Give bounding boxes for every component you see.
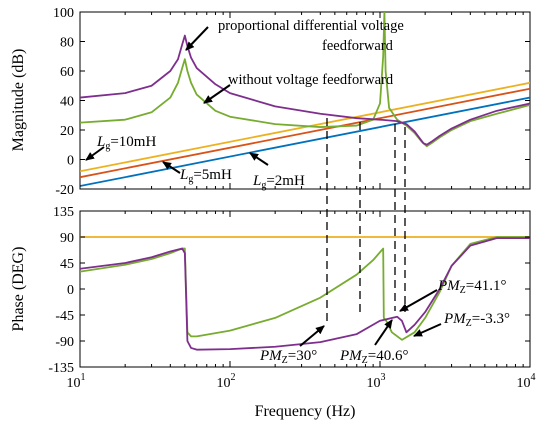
y-tick-label: 20 (60, 124, 74, 139)
series-line-4 (80, 87, 530, 179)
annotation-lg-2mh: Lg=2mH (252, 173, 305, 191)
series-line-1 (80, 237, 530, 351)
series-line-3 (80, 81, 530, 173)
y-tick-label: -20 (55, 183, 74, 198)
x-axis-label: Frequency (Hz) (255, 403, 356, 420)
y-tick-label: 135 (53, 205, 74, 220)
arrow-pmz-30 (299, 325, 325, 347)
y-tick-label: -90 (55, 335, 74, 350)
x-tick-label: 101 (67, 372, 86, 391)
arrow-lg-10mh (85, 146, 105, 161)
magnitude-axes-frame (79, 11, 531, 190)
arrow-without-feedforward (203, 84, 231, 104)
y-tick-label: 60 (60, 65, 74, 80)
y-tick-label: -135 (48, 361, 74, 376)
arrow-pmz-neg-3-3 (413, 323, 442, 337)
annotation-lg-10mh: Lg=10mH (96, 134, 156, 152)
x-ticks: 101 102 103 104 (67, 12, 536, 391)
annotation-pd-feedforward-line1: proportional differential voltage (218, 18, 404, 34)
magnitude-series (80, 12, 530, 187)
x-tick-label: 102 (217, 372, 236, 391)
x-tick-label: 103 (367, 372, 386, 391)
y-tick-label: -45 (55, 309, 74, 324)
y-tick-label: 40 (60, 95, 74, 110)
y-tick-label: 100 (53, 6, 74, 21)
magnitude-y-label: Magnitude (dB) (10, 49, 27, 152)
annotation-without-feedforward: without voltage feedforward (228, 72, 394, 88)
y-tick-label: 90 (60, 231, 74, 246)
arrow-pmz-41-1 (399, 289, 438, 312)
annotation-pmz-30: PMZ=30° (259, 348, 317, 366)
arrow-lg-5mh (162, 161, 181, 174)
arrow-pmz-40-6 (374, 319, 393, 346)
series-line-2 (80, 12, 530, 148)
y-tick-label: 0 (67, 283, 74, 298)
y-tick-label: 45 (60, 257, 74, 272)
phase-y-label: Phase (DEG) (10, 247, 27, 332)
phase-series (80, 236, 530, 351)
annotation-pmz-40-6: PMZ=40.6° (339, 348, 409, 366)
series-line-1 (80, 34, 530, 146)
x-tick-label: 104 (517, 372, 536, 391)
y-tick-label: 80 (60, 36, 74, 51)
annotation-pmz-neg-3-3: PMZ=-3.3° (443, 311, 510, 329)
crossover-guides (326, 118, 406, 322)
arrow-lg-2mh (249, 152, 269, 166)
annotation-lg-5mh: Lg=5mH (179, 167, 232, 185)
arrow-pd-feedforward (185, 26, 209, 51)
annotation-pmz-41-1: PMZ=41.1° (437, 278, 507, 296)
phase-y-ticks: -135 -90 -45 0 45 90 135 (48, 205, 530, 376)
magnitude-y-ticks: -20 0 20 40 60 80 100 (53, 6, 530, 198)
annotation-pd-feedforward-line2: feedforward (322, 38, 394, 54)
series-line-5 (80, 96, 530, 187)
y-tick-label: 0 (67, 154, 74, 169)
